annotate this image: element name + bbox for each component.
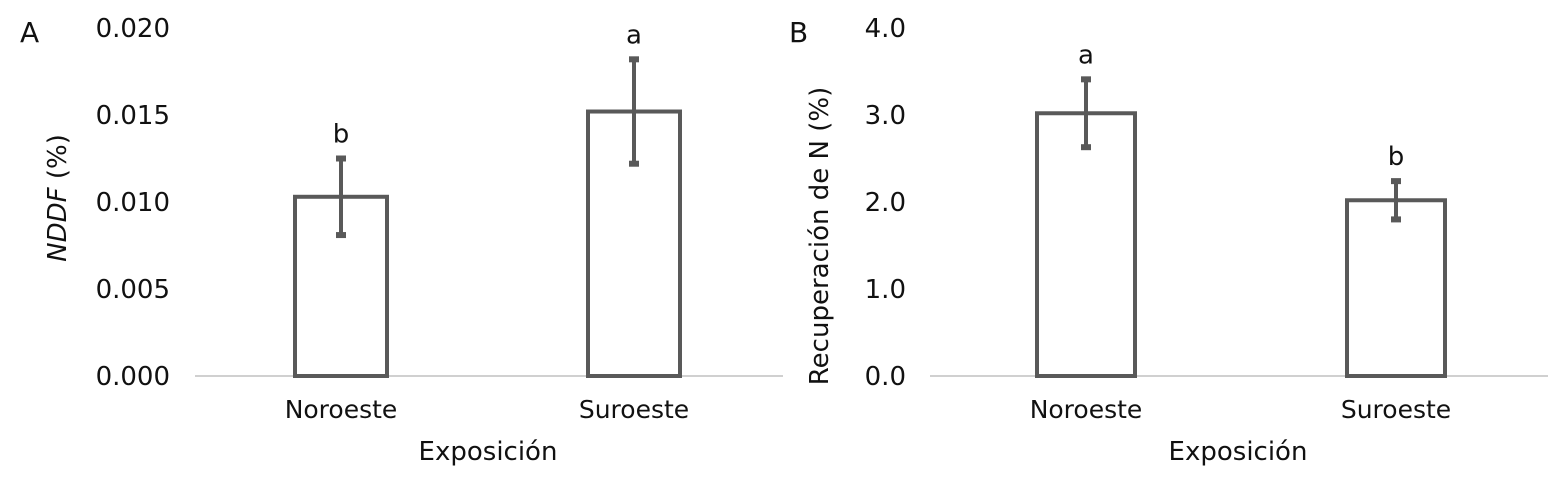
panel-label-a: A bbox=[20, 16, 39, 49]
x-tick-label-b: Noroeste bbox=[1030, 395, 1143, 424]
x-axis-label-b: Exposición bbox=[1169, 437, 1308, 467]
y-tick-label-b: 3.0 bbox=[865, 101, 906, 131]
panel-label-b: B bbox=[789, 16, 808, 49]
y-tick-label-a: 0.000 bbox=[96, 362, 170, 392]
y-tick-label-a: 0.005 bbox=[96, 275, 170, 305]
y-tick-label-b: 2.0 bbox=[865, 188, 906, 218]
y-tick-label-a: 0.015 bbox=[96, 101, 170, 131]
bars-a: b Noroeste a Suroeste bbox=[285, 20, 689, 424]
y-axis-label-b: Recuperación de N (%) bbox=[805, 87, 835, 385]
chart-panel-a: A NDDF (%) Exposición 0.0000.0050.0100.0… bbox=[20, 14, 783, 467]
x-tick-label-a: Suroeste bbox=[579, 395, 689, 424]
significance-letter-b: a bbox=[1078, 40, 1094, 70]
y-ticks-b: 0.0 1.0 2.0 3.0 4.0 bbox=[865, 14, 906, 392]
y-axis-label-a: NDDF (%) bbox=[43, 134, 73, 262]
significance-letter-a: b bbox=[333, 120, 350, 150]
bars-b: a Noroeste b Suroeste bbox=[1030, 40, 1451, 424]
x-tick-label-b: Suroeste bbox=[1341, 395, 1451, 424]
y-tick-label-a: 0.010 bbox=[96, 188, 170, 218]
y-ticks-a: 0.000 0.005 0.010 0.015 0.020 bbox=[96, 14, 170, 392]
chart-panel-b: B Recuperación de N (%) Exposición 0.0 1.… bbox=[789, 14, 1548, 467]
x-tick-label-a: Noroeste bbox=[285, 395, 398, 424]
significance-letter-b: b bbox=[1388, 142, 1405, 172]
y-tick-label-b: 4.0 bbox=[865, 14, 906, 44]
bar-suroeste-b bbox=[1345, 198, 1447, 378]
y-tick-label-a: 0.020 bbox=[96, 14, 170, 44]
y-tick-label-b: 0.0 bbox=[865, 362, 906, 392]
significance-letter-a: a bbox=[626, 20, 642, 50]
y-tick-label-b: 1.0 bbox=[865, 275, 906, 305]
bar-noroeste-b bbox=[1035, 111, 1137, 378]
x-axis-label-a: Exposición bbox=[419, 437, 558, 467]
